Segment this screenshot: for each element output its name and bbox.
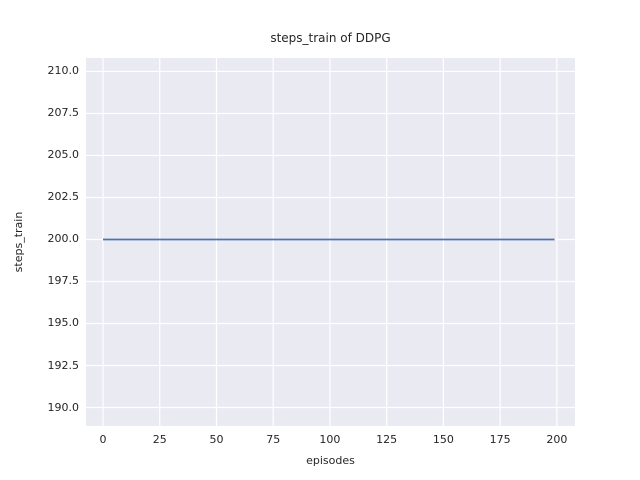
y-tick-label: 202.5 — [47, 190, 80, 204]
x-tick-label: 125 — [376, 433, 398, 446]
y-axis-label: steps_train — [12, 211, 25, 273]
chart-title: steps_train of DDPG — [270, 31, 391, 45]
x-tick-label: 75 — [266, 433, 281, 446]
y-tick-label: 207.5 — [47, 106, 80, 120]
y-tick-label: 195.0 — [47, 316, 80, 330]
y-tick-label: 197.5 — [47, 274, 80, 288]
x-tick-label: 25 — [152, 433, 167, 446]
x-tick-label: 200 — [546, 433, 568, 446]
y-tick-label: 210.0 — [47, 64, 80, 78]
y-tick-label: 192.5 — [47, 358, 80, 372]
x-tick-label: 150 — [432, 433, 454, 446]
x-tick-label: 50 — [209, 433, 224, 446]
x-tick-label: 175 — [489, 433, 511, 446]
y-tick-label: 190.0 — [47, 400, 80, 414]
x-tick-label: 100 — [319, 433, 341, 446]
x-tick-label: 0 — [99, 433, 107, 446]
y-tick-label: 200.0 — [47, 232, 80, 246]
y-tick-label: 205.0 — [47, 148, 80, 162]
x-axis-label: episodes — [306, 454, 355, 467]
plot-area — [86, 58, 575, 426]
